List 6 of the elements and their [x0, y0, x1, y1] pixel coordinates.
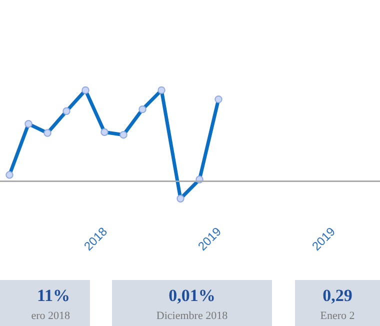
text: Diciembre 2018	[155, 310, 229, 322]
text: 11%	[36, 286, 71, 306]
text: 0,29	[322, 286, 354, 306]
text: ero 2018	[30, 310, 71, 322]
text: Enero 2	[319, 310, 356, 322]
text: 0,01%	[168, 286, 216, 306]
